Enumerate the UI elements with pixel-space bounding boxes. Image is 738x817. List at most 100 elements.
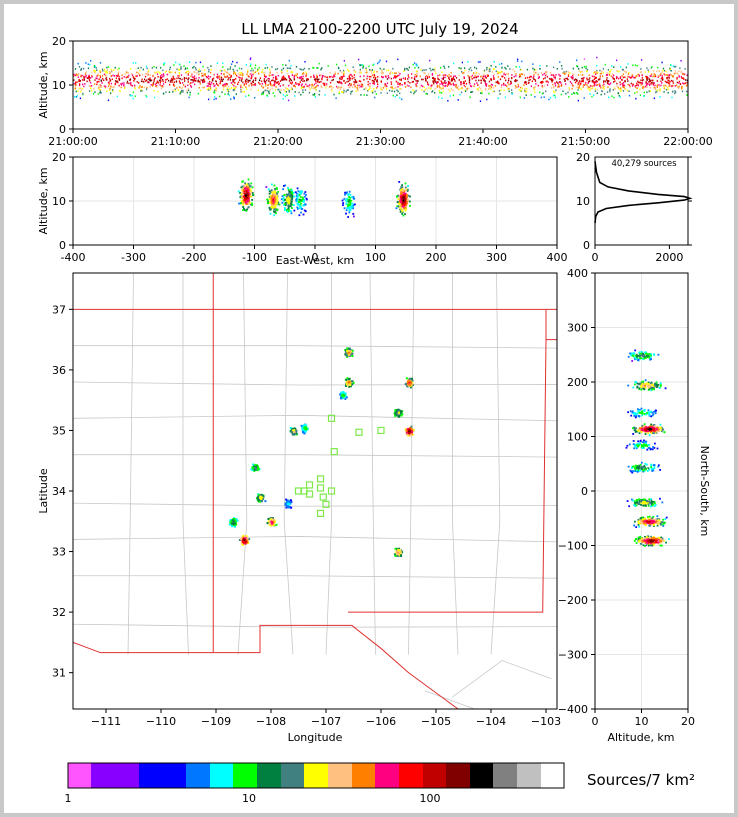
north-south-source <box>629 352 631 355</box>
time-height-source <box>610 69 612 71</box>
time-height-source <box>293 75 295 77</box>
plan-view-source <box>233 525 236 528</box>
time-height-source <box>354 86 356 89</box>
time-height-source <box>438 78 440 81</box>
time-height-source <box>179 77 181 80</box>
time-height-source <box>129 78 132 80</box>
plan-view-source <box>396 411 399 414</box>
time-height-source <box>395 80 398 83</box>
time-height-source <box>330 88 333 91</box>
plan-view-source <box>407 434 410 437</box>
time-height-source <box>464 69 466 72</box>
time-height-source <box>391 86 393 89</box>
time-height-source <box>318 62 320 65</box>
time-height-source <box>667 88 669 91</box>
east-west-source <box>349 201 352 203</box>
time-height-source <box>493 87 495 89</box>
time-height-source <box>359 68 361 71</box>
time-height-source <box>477 89 480 92</box>
time-height-source <box>90 90 93 92</box>
time-height-source <box>207 66 209 69</box>
time-height-source <box>342 75 344 78</box>
time-height-source <box>176 87 178 89</box>
time-height-source <box>577 67 580 70</box>
time-height-source <box>373 74 376 77</box>
time-height-source <box>299 77 301 79</box>
time-height-source <box>596 84 599 86</box>
plan-view-source <box>291 429 294 432</box>
time-height-source <box>185 71 187 74</box>
north-south-source <box>637 415 640 417</box>
time-height-source <box>398 78 401 81</box>
time-height-source <box>192 79 194 81</box>
plan-view-source <box>339 396 342 399</box>
time-height-source <box>128 82 130 85</box>
time-height-source <box>79 87 82 90</box>
county-line <box>73 454 557 458</box>
time-height-source <box>81 79 84 81</box>
east-west-source <box>354 203 356 206</box>
time-height-source <box>277 74 279 77</box>
time-height-xtick-label: 22:00:00 <box>663 135 712 148</box>
plan-view-ytick-label: 31 <box>52 667 66 680</box>
time-height-source <box>194 67 197 69</box>
time-height-source <box>302 80 304 83</box>
east-west-source <box>348 206 351 209</box>
time-height-source <box>210 81 213 84</box>
time-height-source <box>370 75 372 78</box>
time-height-source <box>90 75 93 77</box>
east-west-source <box>398 198 401 201</box>
time-height-source <box>624 88 627 90</box>
time-height-source <box>146 67 148 70</box>
time-height-source <box>359 75 361 78</box>
time-height-source <box>261 82 264 85</box>
time-height-source <box>665 89 668 91</box>
time-height-source <box>302 75 304 78</box>
time-height-source <box>179 86 181 89</box>
time-height-source <box>240 84 242 87</box>
plan-view-source <box>344 397 347 400</box>
time-height-source <box>291 71 294 73</box>
time-height-source <box>593 81 595 83</box>
time-height-source <box>405 67 408 70</box>
time-height-source <box>634 85 636 87</box>
plan-view-source <box>409 383 412 386</box>
time-height-source <box>493 60 495 63</box>
time-height-source <box>285 87 287 89</box>
time-height-source <box>223 75 226 78</box>
time-height-source <box>209 83 211 85</box>
time-height-source <box>544 77 546 79</box>
east-west-source <box>400 197 403 200</box>
time-height-source <box>377 62 379 65</box>
time-height-source <box>632 64 634 67</box>
time-height-source <box>241 77 243 79</box>
plan-view-source <box>398 549 401 552</box>
time-height-source <box>324 82 326 85</box>
time-height-source <box>660 80 662 83</box>
north-south-source <box>652 424 655 427</box>
time-height-source <box>255 77 257 80</box>
time-height-source <box>416 85 418 88</box>
time-height-source <box>376 85 379 88</box>
north-south-source <box>656 383 659 386</box>
time-height-source <box>649 79 651 82</box>
north-south-source <box>664 387 667 390</box>
time-height-source <box>337 87 339 89</box>
time-height-source <box>452 76 455 79</box>
time-height-source <box>203 69 206 72</box>
time-height-source <box>577 83 579 86</box>
time-height-source <box>209 76 211 78</box>
time-height-source <box>338 67 340 70</box>
east-west-source <box>275 202 278 205</box>
plan-view-source <box>401 413 404 416</box>
time-height-source <box>524 81 526 84</box>
time-height-source <box>526 68 529 71</box>
time-height-source <box>321 86 323 89</box>
time-height-source <box>134 77 136 80</box>
time-height-source <box>265 83 267 86</box>
east-west-source <box>350 199 353 202</box>
time-height-source <box>210 71 212 74</box>
plan-view-source <box>286 505 289 508</box>
time-height-source <box>504 73 507 76</box>
plan-view-source <box>303 423 306 426</box>
